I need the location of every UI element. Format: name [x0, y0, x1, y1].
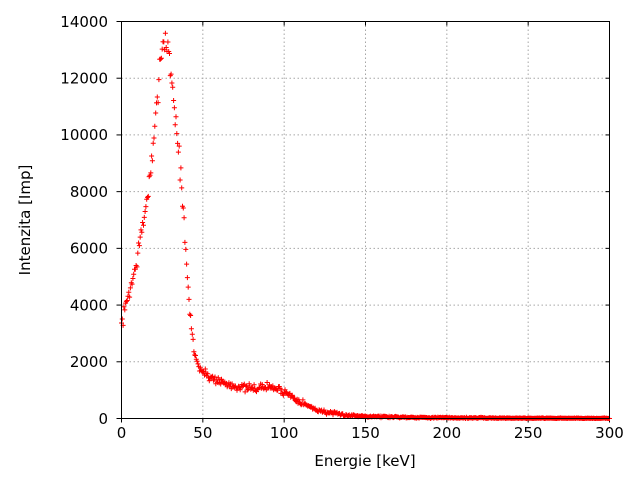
- y-tick-label: 0: [98, 410, 108, 428]
- x-axis-title: Energie [keV]: [314, 452, 416, 470]
- x-tick-label: 200: [433, 424, 462, 442]
- axis-frame: [121, 21, 610, 419]
- x-tick-label: 0: [117, 424, 127, 442]
- y-tick-label: 2000: [70, 353, 108, 371]
- x-tick-label: 50: [193, 424, 212, 442]
- grid-lines: [121, 21, 610, 419]
- tick-labels: 0 2000 4000 6000 8000 10000 12000 14000 0 50 100 15…: [60, 13, 624, 442]
- y-tick-label: 6000: [70, 240, 108, 258]
- axis-tick-marks: [116, 21, 610, 423]
- y-tick-label: 10000: [60, 126, 108, 144]
- y-tick-label: 4000: [70, 296, 108, 314]
- x-tick-label: 100: [270, 424, 299, 442]
- x-tick-label: 250: [514, 424, 543, 442]
- y-axis-title: Intenzita [Imp]: [16, 164, 34, 276]
- x-tick-label: 150: [351, 424, 380, 442]
- y-tick-label: 8000: [70, 183, 108, 201]
- x-tick-label: 300: [595, 424, 624, 442]
- y-tick-label: 14000: [60, 13, 108, 31]
- y-tick-label: 12000: [60, 69, 108, 87]
